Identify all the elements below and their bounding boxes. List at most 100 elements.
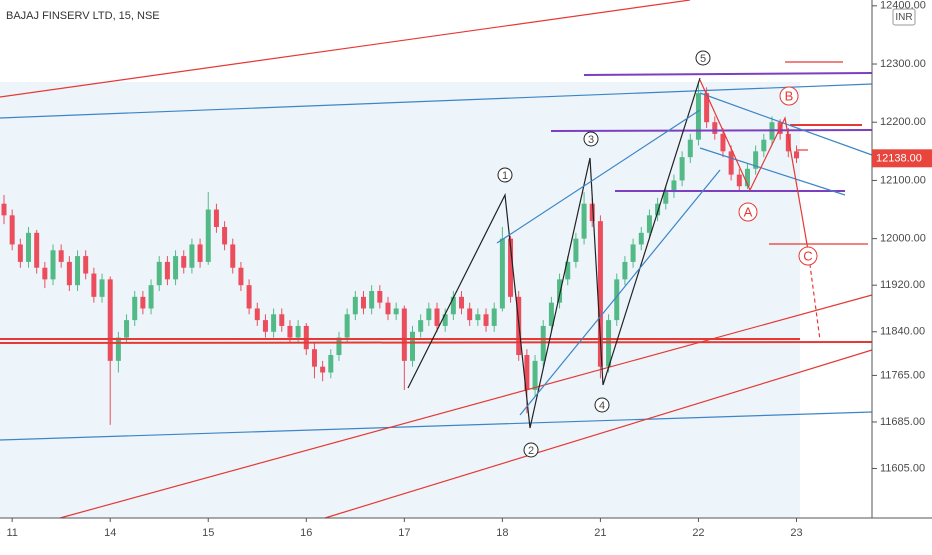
candle-body: [622, 261, 628, 280]
candle-body: [589, 203, 595, 222]
candle-body: [369, 291, 375, 309]
candle-body: [189, 244, 195, 268]
candle-body: [213, 209, 219, 227]
wave-circle: [798, 246, 818, 266]
candle-body: [418, 320, 424, 332]
wave-label: B: [785, 88, 794, 103]
y-tick-label: 11605.00: [880, 462, 925, 474]
x-tick-label: 21: [594, 527, 606, 539]
candle-body: [785, 133, 791, 152]
candle-body: [377, 291, 383, 303]
last-price-box: [872, 149, 932, 168]
candle-body: [712, 122, 718, 134]
wave-circle: [738, 202, 758, 222]
y-tick-label: 12000.00: [880, 233, 926, 245]
candle-body: [655, 203, 661, 216]
candle-body: [597, 221, 603, 367]
wave-circle: [523, 442, 539, 458]
wave-labels: 1 2 3 4 5 A B C: [497, 50, 818, 458]
wave-circle: [779, 86, 799, 106]
candle-body: [303, 325, 309, 350]
candle-body: [638, 232, 644, 245]
candle-body: [246, 285, 252, 309]
candle-body: [467, 308, 473, 321]
wave-circle: [583, 131, 599, 147]
channel-line: [496, 109, 701, 244]
price-axis: [872, 0, 932, 550]
candle-body: [401, 308, 407, 361]
candle-body: [524, 355, 530, 390]
candle-body: [426, 308, 432, 321]
candle-body: [565, 261, 571, 280]
candle-body: [164, 261, 170, 280]
candle-body: [385, 302, 391, 315]
candle-body: [115, 337, 121, 361]
trend-line: [0, 0, 691, 98]
candle-body: [663, 192, 669, 204]
channel-zone: [0, 82, 800, 518]
candle-body: [499, 238, 505, 309]
candle-body: [328, 355, 334, 373]
candle-body: [679, 157, 685, 181]
wave-label: 2: [528, 445, 534, 457]
x-tick-label: 17: [398, 527, 410, 539]
x-tick-label: 23: [790, 527, 802, 539]
wave-label: 3: [588, 134, 594, 146]
x-tick-label: 18: [496, 527, 508, 539]
x-tick-label: 16: [300, 527, 312, 539]
candle-body: [320, 366, 326, 373]
candle-body: [99, 279, 105, 297]
candle-body: [704, 93, 710, 123]
candle-body: [254, 308, 260, 321]
candle-body: [66, 261, 72, 286]
candle-body: [581, 203, 587, 239]
x-tick-label: 22: [692, 527, 704, 539]
candle-body: [459, 296, 465, 309]
candle-body: [140, 296, 146, 309]
candle-body: [442, 314, 448, 326]
candle-body: [9, 215, 15, 245]
candle-body: [606, 320, 612, 367]
candle-body: [58, 250, 64, 262]
wave-label: 1: [502, 170, 508, 182]
y-tick-label: 11840.00: [880, 326, 925, 338]
candle-body: [26, 232, 32, 262]
candle-body: [761, 139, 767, 152]
candle-body: [532, 360, 538, 390]
wave-circle: [497, 167, 513, 183]
candle-body: [728, 151, 734, 175]
candle-body: [360, 296, 366, 309]
candle-body: [573, 238, 579, 262]
y-tick-label: 11765.00: [880, 369, 925, 381]
candle-body: [311, 349, 317, 367]
candle-body: [83, 256, 89, 274]
candle-body: [744, 168, 750, 187]
y-tick-label: 12300.00: [880, 58, 926, 70]
candle-body: [91, 273, 97, 297]
level-line: [583, 72, 873, 76]
chart-title: BAJAJ FINSERV LTD, 15, NSE: [6, 10, 160, 22]
abc-path: [699, 79, 809, 251]
wave-circle: [594, 397, 610, 413]
candle-body: [393, 308, 399, 315]
candle-body: [793, 151, 799, 159]
y-tick-label: 12100.00: [880, 174, 926, 186]
candle-body: [695, 93, 701, 140]
candle-body: [107, 279, 113, 361]
candle-body: [508, 238, 514, 297]
last-price-label: 12138.00: [876, 153, 922, 165]
x-tick-label: 14: [104, 527, 116, 539]
candle-body: [410, 331, 415, 361]
candle-body: [197, 244, 203, 262]
wave-label: 5: [700, 53, 706, 65]
candle-body: [344, 314, 350, 338]
x-tick-label: 11: [6, 527, 17, 539]
candle-body: [271, 314, 277, 332]
trend-line: [59, 294, 873, 519]
wave-path: [407, 77, 701, 429]
currency-box: [892, 8, 916, 26]
candle-body: [646, 215, 652, 233]
level-line: [550, 129, 873, 132]
candle-body: [687, 139, 693, 158]
